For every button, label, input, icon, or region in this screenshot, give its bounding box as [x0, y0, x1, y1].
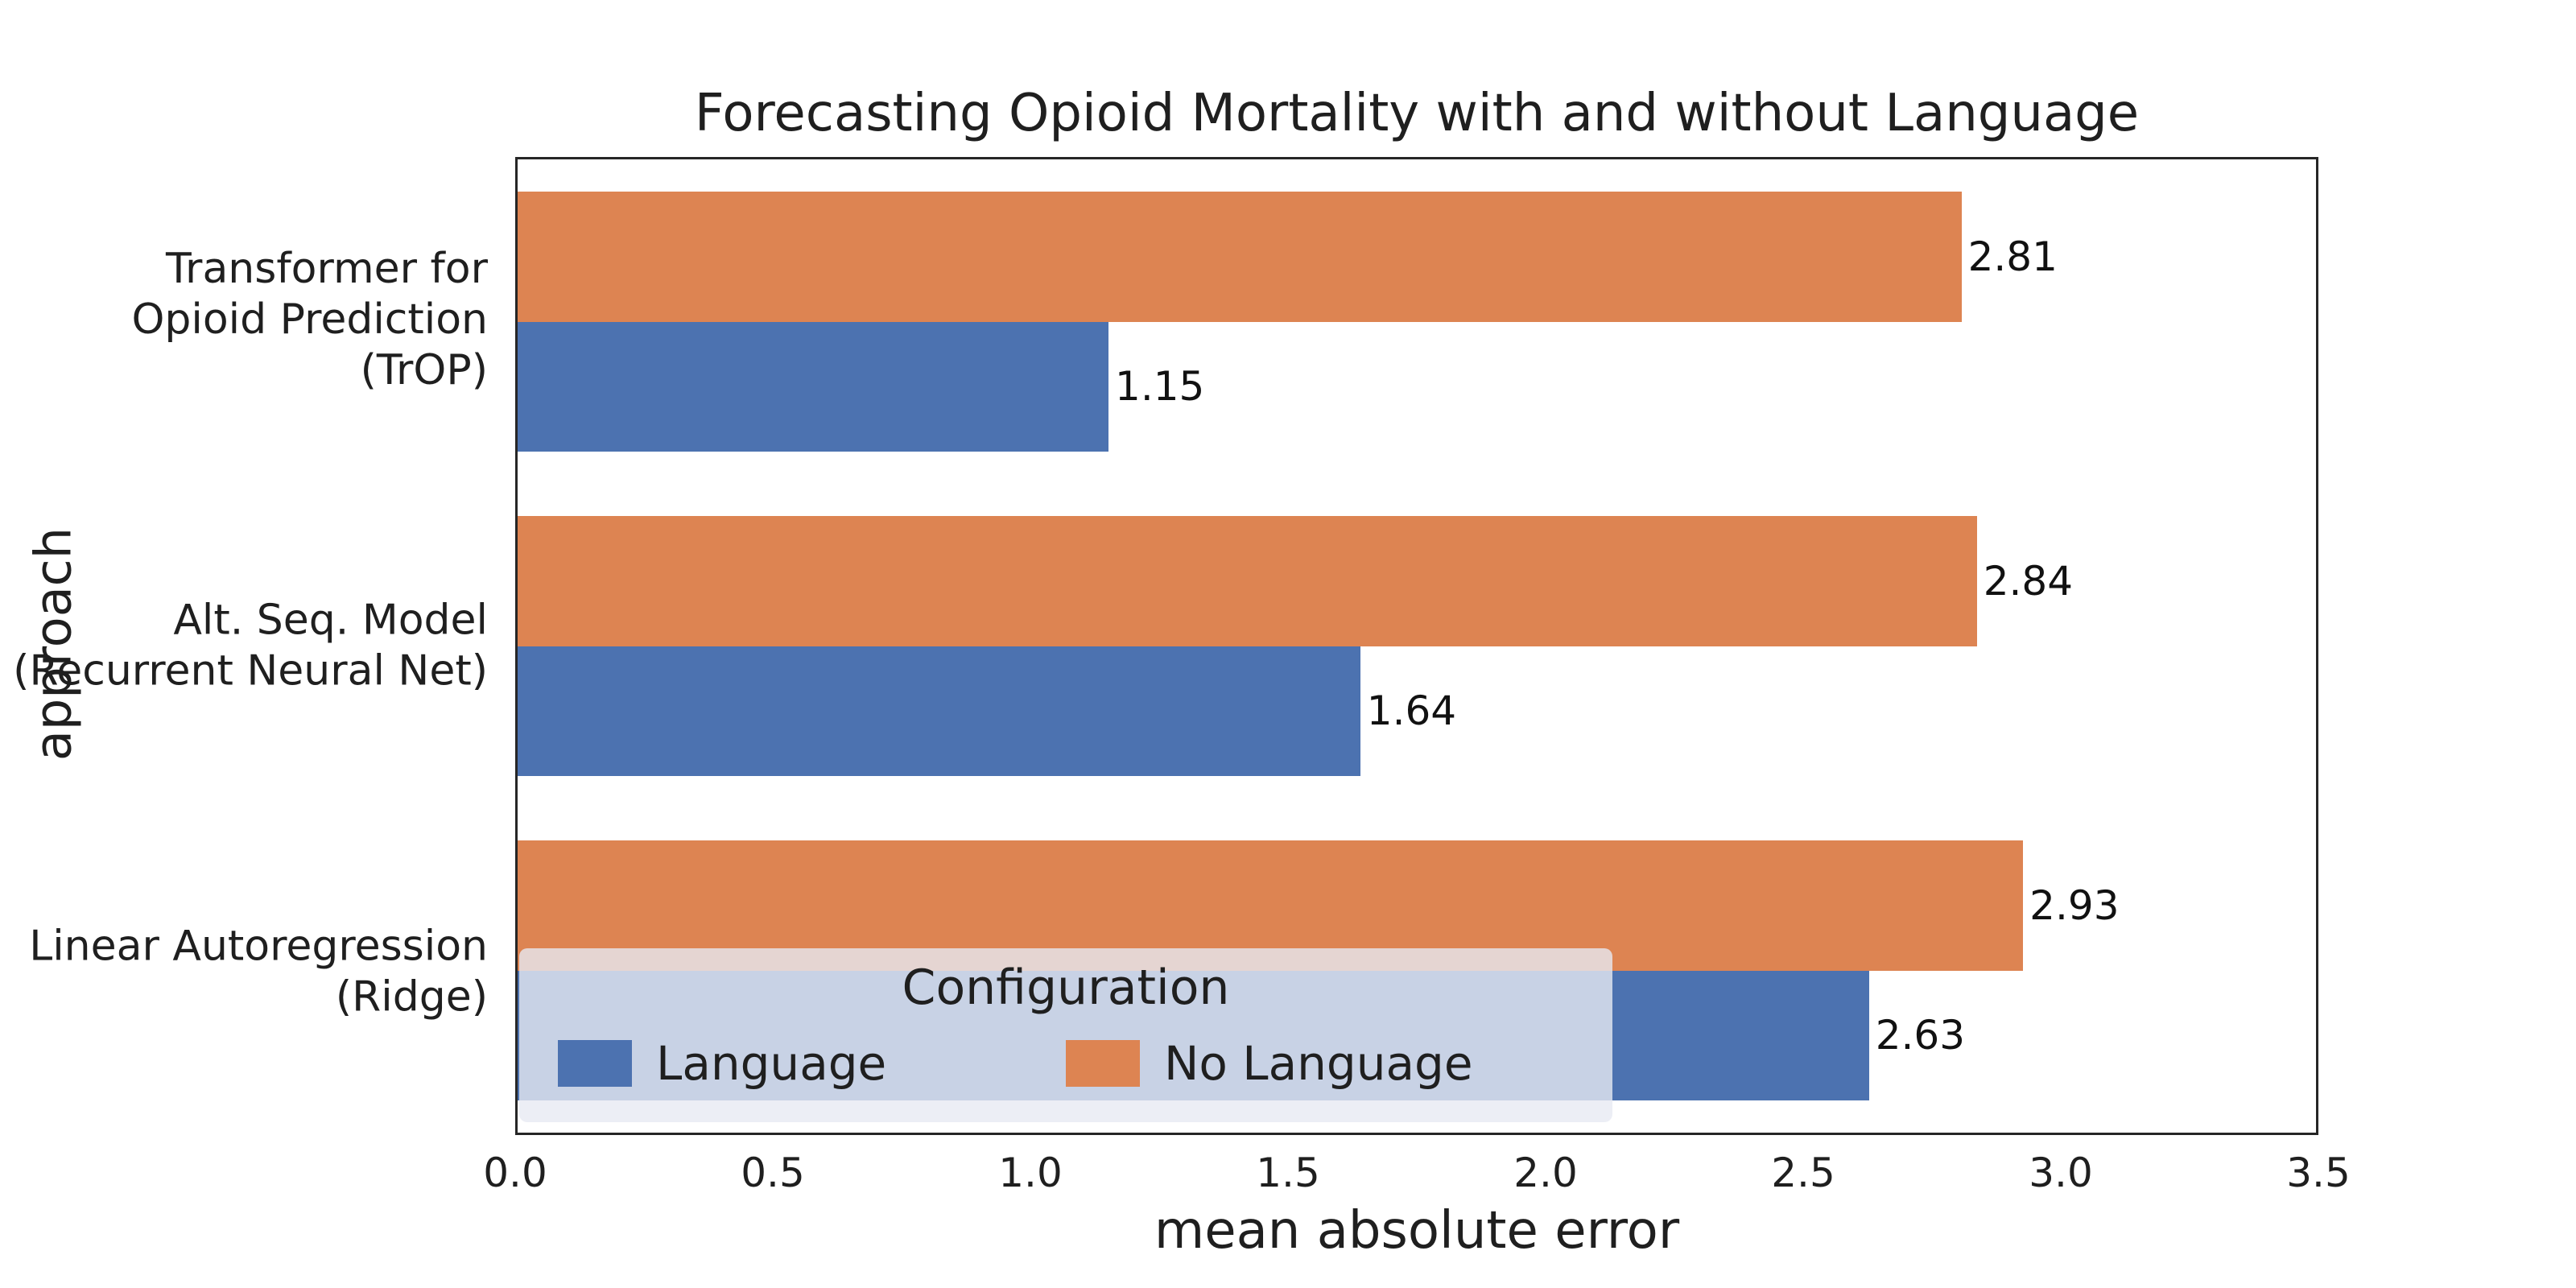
x-tick-label: 3.5 — [2286, 1150, 2351, 1196]
x-tick-labels: 0.0 0.5 1.0 1.5 2.0 2.5 3.0 3.5 — [483, 1150, 2351, 1206]
x-tick-label: 0.0 — [483, 1150, 547, 1196]
legend-swatch-language — [558, 1040, 632, 1087]
legend: Configuration Language No Language — [519, 948, 1612, 1122]
bar-value-label: 2.93 — [2029, 881, 2120, 929]
y-tick-label: Alt. Seq. Model (Recurrent Neural Net) — [13, 596, 488, 696]
bar-no-language: 2.81 — [518, 192, 2058, 322]
bar-value-label: 1.15 — [1115, 363, 1205, 411]
bar-value-label: 2.63 — [1875, 1012, 1966, 1059]
x-tick-label: 1.0 — [998, 1150, 1063, 1196]
legend-entry-no-language: No Language — [1066, 1036, 1574, 1091]
bar-no-language: 2.84 — [518, 516, 2073, 646]
legend-entry-language: Language — [558, 1036, 1066, 1091]
legend-entry-label: Language — [656, 1036, 887, 1091]
x-tick-label: 0.5 — [741, 1150, 805, 1196]
x-tick-label: 1.5 — [1256, 1150, 1320, 1196]
x-tick-label: 2.5 — [1771, 1150, 1835, 1196]
bar-language: 1.64 — [518, 646, 1456, 776]
legend-title: Configuration — [902, 960, 1230, 1016]
x-axis-label: mean absolute error — [1154, 1201, 1680, 1261]
bar-group: 2.81 1.15 — [518, 159, 2316, 484]
chart-title: Forecasting Opioid Mortality with and wi… — [694, 84, 2140, 143]
plot-area: 2.81 1.15 2.84 1.64 2.93 2.63 — [515, 157, 2318, 1135]
x-tick-label: 3.0 — [2029, 1150, 2093, 1196]
legend-entries: Language No Language — [519, 1016, 1612, 1122]
y-tick-labels: Transformer for Opioid Prediction (TrOP)… — [0, 157, 501, 1135]
x-tick-label: 2.0 — [1513, 1150, 1578, 1196]
legend-swatch-no-language — [1066, 1040, 1140, 1087]
legend-entry-label: No Language — [1164, 1036, 1473, 1091]
bar-value-label: 1.64 — [1366, 687, 1457, 735]
bar-value-label: 2.84 — [1983, 557, 2074, 605]
bar-language: 1.15 — [518, 321, 1204, 452]
y-tick-label: Linear Autoregression (Ridge) — [29, 922, 488, 1022]
bar-group: 2.84 1.64 — [518, 484, 2316, 808]
bar-value-label: 2.81 — [1967, 233, 2058, 280]
y-tick-label: Transformer for Opioid Prediction (TrOP) — [131, 244, 488, 395]
